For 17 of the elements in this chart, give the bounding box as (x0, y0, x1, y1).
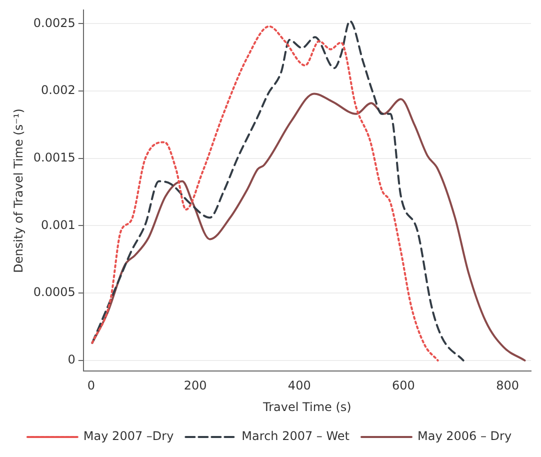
y-tick-label: 0.0025 (33, 16, 76, 30)
x-axis-title: Travel Time (s) (262, 400, 352, 414)
y-axis-title: Density of Travel Time (s⁻¹) (11, 108, 26, 273)
y-tick-label: 0.0005 (33, 285, 76, 300)
x-tick-label: 800 (496, 378, 520, 393)
x-tick-label: 0 (87, 378, 96, 393)
line-series (91, 92, 526, 362)
y-tick-label: 0.002 (41, 83, 76, 98)
x-tick-label: 600 (392, 378, 415, 393)
y-tick-label: 0 (68, 352, 76, 367)
legend-label: May 2006 – Dry (418, 429, 512, 444)
y-tick-label: 0.0015 (33, 150, 76, 164)
y-tick-label: 0.001 (41, 218, 76, 232)
legend-label: March 2007 – Wet (242, 429, 350, 444)
legend-label: May 2007 –Dry (83, 429, 174, 444)
x-tick-label: 200 (184, 378, 207, 393)
x-tick-label: 400 (288, 378, 311, 393)
